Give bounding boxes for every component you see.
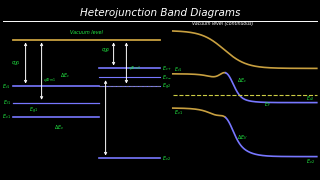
Text: $E_{v2}$: $E_{v2}$ [162,154,171,163]
Text: $E_{c1}$: $E_{c1}$ [174,65,183,74]
Text: Vacuum level (continuous): Vacuum level (continuous) [192,21,253,26]
Text: $E_{v2}$: $E_{v2}$ [306,157,315,166]
Text: $q\chi_2$: $q\chi_2$ [100,46,110,54]
Text: $E_{v1}$: $E_{v1}$ [2,112,11,122]
Text: $E_{g1}$: $E_{g1}$ [29,106,38,116]
Text: $\Delta E_c$: $\Delta E_c$ [60,71,71,80]
Text: $\Delta E_V$: $\Delta E_V$ [237,133,248,142]
Text: $E_{c-}$: $E_{c-}$ [162,73,172,82]
Text: $q\Phi_{m2}$: $q\Phi_{m2}$ [128,64,141,72]
Text: $E_{c+}$: $E_{c+}$ [162,64,172,73]
Text: $E_{v1}$: $E_{v1}$ [174,108,183,117]
Text: $E_F$: $E_F$ [264,100,271,109]
Text: $\Delta E_c$: $\Delta E_c$ [237,76,247,86]
Text: $\Delta E_v$: $\Delta E_v$ [54,123,64,132]
Text: $q\chi_1$: $q\chi_1$ [11,59,21,67]
Text: Heterojunction Band Diagrams: Heterojunction Band Diagrams [80,8,240,18]
Text: $E_{c2}$: $E_{c2}$ [307,94,315,103]
Text: $E_{f1}$: $E_{f1}$ [3,98,11,107]
Text: $q\Phi_{m1}$: $q\Phi_{m1}$ [43,76,56,84]
Text: $E_{g2}$: $E_{g2}$ [162,81,171,91]
Text: $E_{c1}$: $E_{c1}$ [2,82,11,91]
Text: Vacuum level: Vacuum level [70,30,103,35]
